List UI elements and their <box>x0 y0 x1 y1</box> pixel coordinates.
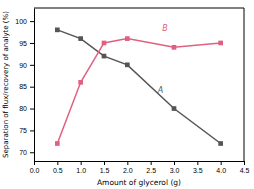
y-tick-label: 80 <box>19 105 27 112</box>
y-tick: 80 <box>19 105 34 112</box>
series-marker <box>125 36 130 41</box>
y-tick: 75 <box>19 127 34 134</box>
y-tick-mark <box>30 130 34 131</box>
series-marker <box>218 41 223 46</box>
y-tick: 100 <box>15 18 34 25</box>
x-tick-mark <box>127 161 128 165</box>
series-line <box>57 39 220 144</box>
y-tick: 95 <box>19 40 34 47</box>
y-tick-label: 90 <box>19 62 27 69</box>
series-marker <box>102 41 107 46</box>
series-marker <box>172 45 177 50</box>
plot: 0.0 0.5 1.0 1.5 2.0 2.5 3.0 3.5 4.0 4.5 70 75 80 85 90… <box>15 8 249 174</box>
x-tick-mark <box>221 161 222 165</box>
y-tick-mark <box>30 109 34 110</box>
x-tick-mark <box>244 161 245 165</box>
y-tick-mark <box>30 43 34 44</box>
x-tick-label: 0.5 <box>53 167 63 174</box>
x-tick-label: 0.0 <box>30 167 40 174</box>
y-tick-label: 75 <box>19 127 27 134</box>
annotation: B <box>162 24 168 33</box>
x-tick-label: 3.0 <box>170 167 180 174</box>
series-marker <box>78 36 83 41</box>
x-tick: 0.0 <box>30 161 40 174</box>
y-tick-label: 100 <box>15 18 27 25</box>
x-tick: 3.0 <box>170 161 180 174</box>
series-marker <box>55 28 60 33</box>
x-tick-mark <box>34 161 35 165</box>
frame-top <box>34 8 244 9</box>
y-tick-label: 95 <box>19 40 27 47</box>
x-axis: 0.0 0.5 1.0 1.5 2.0 2.5 3.0 3.5 4.0 4.5 <box>30 161 250 174</box>
x-tick-label: 2.0 <box>123 167 133 174</box>
x-tick: 4.5 <box>240 161 250 174</box>
marks <box>55 28 223 146</box>
x-tick: 2.0 <box>123 161 133 174</box>
series-marker <box>78 80 83 85</box>
chart: 0.0 0.5 1.0 1.5 2.0 2.5 3.0 3.5 4.0 4.5 70 75 80 85 90… <box>0 0 254 189</box>
series-marker <box>125 62 130 67</box>
x-tick-label: 4.5 <box>240 167 250 174</box>
series-marker <box>102 54 107 59</box>
y-tick: 90 <box>19 62 34 69</box>
x-tick-mark <box>197 161 198 165</box>
y-tick-label: 70 <box>19 149 27 156</box>
x-tick-mark <box>81 161 82 165</box>
x-tick: 0.5 <box>53 161 63 174</box>
x-tick: 1.5 <box>100 161 110 174</box>
x-tick-label: 3.5 <box>193 167 203 174</box>
x-tick-label: 2.5 <box>146 167 156 174</box>
x-tick: 2.5 <box>146 161 156 174</box>
x-tick: 1.0 <box>76 161 86 174</box>
x-tick-label: 1.5 <box>100 167 110 174</box>
x-tick: 3.5 <box>193 161 203 174</box>
y-tick-mark <box>30 152 34 153</box>
x-tick-label: 1.0 <box>76 167 86 174</box>
x-tick: 4.0 <box>216 161 226 174</box>
series-marker <box>218 141 223 146</box>
x-axis-line <box>35 161 245 162</box>
series-marker <box>55 141 60 146</box>
series-marker <box>172 106 177 111</box>
y-axis-title: Separation of flux/recovery of analyte (… <box>2 11 10 158</box>
x-axis-title: Amount of glycerol (g) <box>97 178 181 187</box>
annotation: A <box>157 86 163 95</box>
x-tick-mark <box>104 161 105 165</box>
y-axis-line <box>34 9 35 162</box>
x-tick-mark <box>174 161 175 165</box>
x-tick-mark <box>57 161 58 165</box>
y-tick: 85 <box>19 83 34 90</box>
y-tick-mark <box>30 21 34 22</box>
x-tick-label: 4.0 <box>216 167 226 174</box>
y-tick-mark <box>30 87 34 88</box>
y-tick-label: 85 <box>19 83 27 90</box>
series-line <box>57 30 220 144</box>
y-tick-mark <box>30 65 34 66</box>
y-tick: 70 <box>19 149 34 156</box>
x-tick-mark <box>151 161 152 165</box>
y-axis: 70 75 80 85 90 95 100 <box>15 9 34 162</box>
frame-right <box>244 8 245 161</box>
